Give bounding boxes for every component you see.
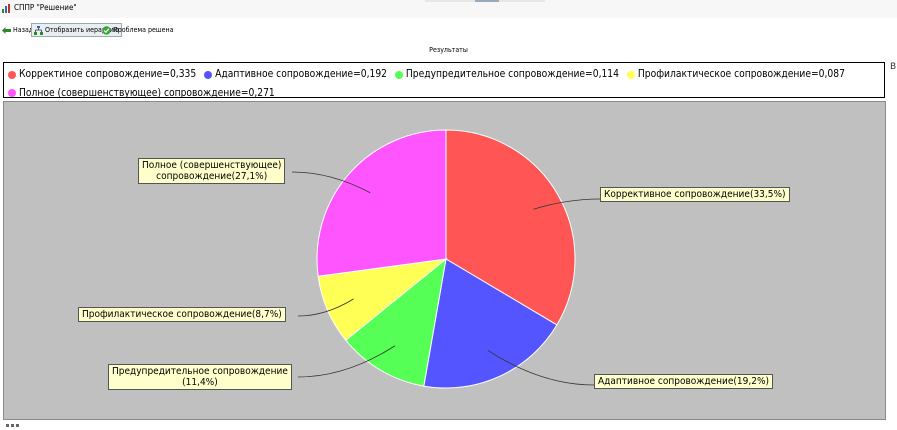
legend-item-perfective: Полное (совершенствующее) сопровождение=… <box>8 85 275 102</box>
window-title: СППР "Решение" <box>14 3 77 12</box>
show-hierarchy-button[interactable]: Отобразить иерархию <box>31 23 122 37</box>
legend-item-adaptive: Адаптивное сопровождение=0,192 <box>204 66 387 83</box>
bottom-stub <box>6 423 20 430</box>
slice-label-preventive: Предупредительное сопровождение (11,4%) <box>108 364 292 390</box>
problem-solved-label: Проблема решена <box>113 26 174 34</box>
back-arrow-icon <box>2 26 11 34</box>
pie-slice-preventive <box>345 257 447 387</box>
slice-label-line: Полное (совершенствующее) <box>142 160 282 171</box>
pie-slice-perfective <box>316 129 447 277</box>
back-button[interactable]: Назад <box>2 24 33 36</box>
legend-swatch <box>8 70 16 79</box>
leader-line-adaptive <box>487 350 595 386</box>
results-panel-title: Результаты <box>429 46 468 54</box>
back-button-label: Назад <box>13 26 34 34</box>
legend-item-corrective: Корректиное сопровождение=0,335 <box>8 66 196 83</box>
legend-label: Предупредительное сопровождение=0,114 <box>405 69 619 80</box>
problem-solved-button[interactable]: Проблема решена <box>102 24 173 36</box>
slice-label-adaptive: Адаптивное сопровождение(19,2%) <box>594 374 774 389</box>
slice-label-line: Предупредительное сопровождение <box>112 366 288 377</box>
slice-label-prophylactic: Профилактическое сопровождение(8,7%) <box>78 307 286 322</box>
status-fragment-icon <box>6 424 19 427</box>
slice-label-line: сопровождение(27,1%) <box>156 171 268 182</box>
legend-item-prophylactic: Профилактическое сопровождение=0,087 <box>626 66 845 83</box>
legend-item-preventive: Предупредительное сопровождение=0,114 <box>394 66 619 83</box>
slice-label-line: (11,4%) <box>182 377 218 388</box>
pie-chart-plot: Коррективное сопровождение(33,5%) Адапти… <box>3 101 886 420</box>
top-tab-active[interactable] <box>475 0 499 2</box>
leader-line-corrective <box>533 198 601 210</box>
legend-swatch <box>626 70 635 79</box>
leader-line-perfective <box>291 171 371 194</box>
app-icon <box>2 4 10 13</box>
show-hierarchy-label: Отобразить иерархию <box>45 26 119 34</box>
leader-line-preventive <box>297 345 396 378</box>
legend-label: Адаптивное сопровождение=0,192 <box>215 69 387 80</box>
legend-label: Полное (совершенствующее) сопровождение=… <box>19 87 275 99</box>
legend-swatch <box>204 70 213 79</box>
hierarchy-icon <box>34 25 43 35</box>
title-bar <box>0 0 897 18</box>
leader-line-prophylactic <box>297 298 354 317</box>
right-edge-marker: В <box>890 62 897 72</box>
pie-slice-corrective <box>445 129 576 326</box>
slice-label-perfective: Полное (совершенствующее) сопровождение(… <box>138 158 286 184</box>
pie-slice-adaptive <box>423 258 558 389</box>
slice-label-corrective: Коррективное сопровождение(33,5%) <box>600 187 790 202</box>
chart-legend: Корректиное сопровождение=0,335 Адаптивн… <box>3 62 885 99</box>
legend-label: Корректиное сопровождение=0,335 <box>19 69 197 80</box>
legend-swatch <box>8 89 16 97</box>
pie-chart <box>291 129 601 389</box>
legend-swatch <box>394 70 403 79</box>
legend-label: Профилактическое сопровождение=0,087 <box>637 69 845 80</box>
check-circle-icon <box>102 25 111 35</box>
